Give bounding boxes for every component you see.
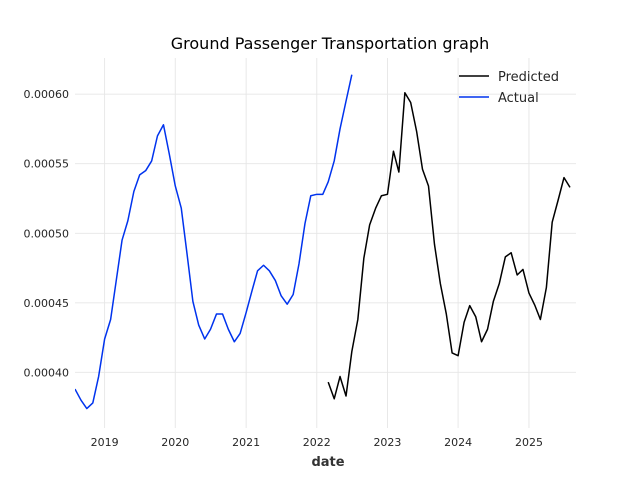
y-tick-label: 0.00055 xyxy=(24,158,70,171)
x-tick-label: 2019 xyxy=(91,436,119,449)
legend-label-actual: Actual xyxy=(498,91,539,106)
chart-title: Ground Passenger Transportation graph xyxy=(171,34,489,53)
y-tick-label: 0.00045 xyxy=(24,297,70,310)
x-tick-label: 2024 xyxy=(444,436,472,449)
x-axis-label: date xyxy=(311,455,344,470)
y-tick-label: 0.00060 xyxy=(24,88,70,101)
x-tick-label: 2022 xyxy=(303,436,331,449)
legend-label-predicted: Predicted xyxy=(498,70,559,85)
y-tick-label: 0.00050 xyxy=(24,227,70,240)
series-line-actual xyxy=(75,74,353,410)
series-line-predicted xyxy=(327,92,571,400)
x-tick-label: 2020 xyxy=(161,436,189,449)
x-tick-label: 2025 xyxy=(515,436,543,449)
y-tick-label: 0.00040 xyxy=(24,366,70,379)
x-tick-label: 2023 xyxy=(373,436,401,449)
series-lines xyxy=(75,74,571,410)
x-tick-label: 2021 xyxy=(232,436,260,449)
tick-labels: 2019 2020 2021 2022 2023 2024 2025 0.00040 0.000… xyxy=(24,88,543,449)
grid-lines xyxy=(75,58,576,428)
legend: Predicted Actual xyxy=(459,70,559,106)
